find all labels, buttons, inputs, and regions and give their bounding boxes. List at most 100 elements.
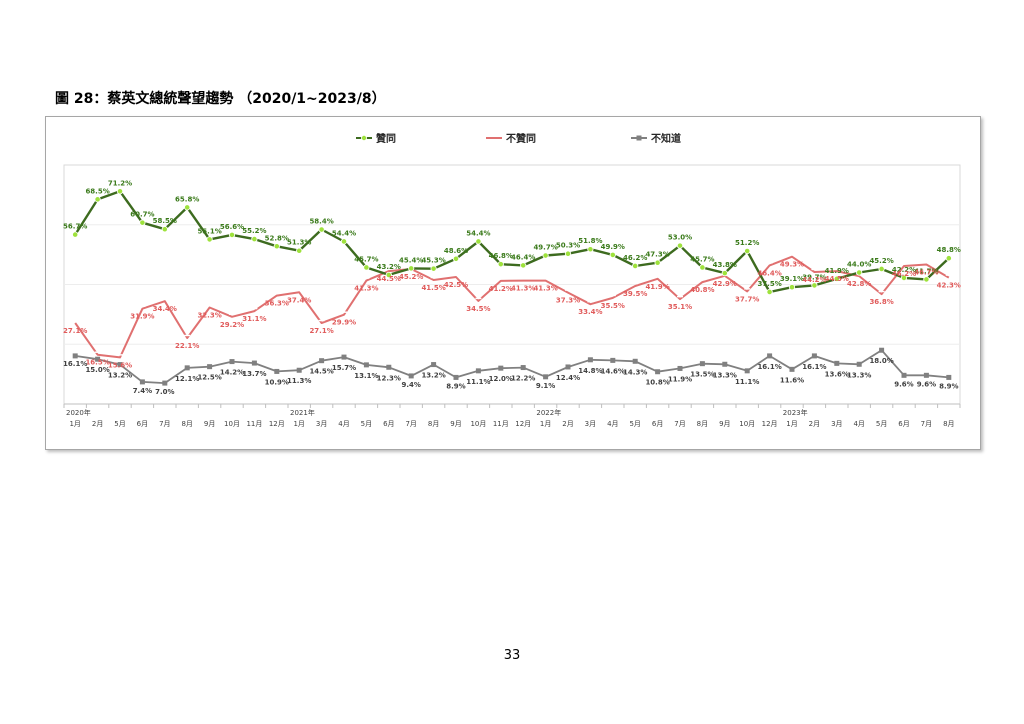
- data-label-disapprove: 42.8%: [847, 280, 871, 288]
- data-label-approve: 52.8%: [265, 234, 289, 242]
- point-unknown: [520, 365, 526, 371]
- data-label-disapprove: 39.5%: [623, 290, 647, 298]
- point-unknown: [789, 366, 795, 372]
- data-label-unknown: 13.6%: [825, 370, 849, 378]
- data-label-approve: 37.5%: [757, 280, 781, 288]
- point-unknown: [184, 365, 190, 371]
- data-label-unknown: 8.9%: [939, 382, 958, 390]
- point-unknown: [95, 356, 101, 362]
- data-label-disapprove: 45.2%: [399, 273, 423, 281]
- data-label-approve: 51.2%: [735, 239, 759, 247]
- data-label-approve: 54.4%: [466, 229, 490, 237]
- data-label-unknown: 14.5%: [309, 368, 333, 376]
- point-approve: [676, 242, 684, 249]
- point-approve: [116, 188, 124, 195]
- point-approve: [811, 282, 818, 289]
- x-tick-label: 10月: [224, 420, 240, 428]
- point-unknown: [117, 362, 123, 368]
- point-unknown: [363, 362, 369, 368]
- data-label-unknown: 10.8%: [645, 379, 669, 387]
- legend-marker-unknown: [636, 135, 642, 141]
- data-label-disapprove: 29.9%: [332, 319, 356, 327]
- point-unknown: [408, 373, 414, 379]
- line-chart: 2020年 2021年 2022年 2023年 1月 2月 5月 6月 7月 8月 9月 10月 11月…: [63, 132, 961, 428]
- point-unknown: [139, 379, 145, 385]
- year-label: 2021年: [290, 408, 315, 417]
- data-label-unknown: 13.3%: [713, 371, 737, 379]
- x-tick-label: 4月: [607, 420, 618, 428]
- data-label-approve: 65.8%: [175, 195, 199, 203]
- data-label-approve: 42.2%: [892, 266, 916, 274]
- data-label-approve: 55.1%: [197, 227, 221, 235]
- data-label-unknown: 16.1%: [757, 363, 781, 371]
- data-label-disapprove: 35.1%: [668, 303, 692, 311]
- point-approve: [654, 259, 661, 266]
- data-label-approve: 48.8%: [937, 246, 961, 254]
- data-label-disapprove: 44.5%: [377, 275, 401, 283]
- data-label-unknown: 12.3%: [377, 374, 401, 382]
- point-unknown: [274, 368, 280, 374]
- data-label-unknown: 9.6%: [917, 380, 936, 388]
- point-unknown: [341, 354, 347, 360]
- point-approve: [363, 264, 370, 271]
- point-approve: [609, 251, 616, 259]
- x-tick-label: 9月: [450, 420, 461, 428]
- point-unknown: [632, 358, 638, 364]
- point-approve: [766, 288, 773, 296]
- point-approve: [72, 231, 79, 238]
- data-label-unknown: 13.1%: [354, 372, 378, 380]
- data-label-approve: 39.7%: [802, 273, 826, 281]
- x-tick-label: 8月: [181, 420, 192, 428]
- point-unknown: [767, 353, 773, 359]
- data-label-approve: 47.3%: [645, 251, 669, 259]
- data-label-approve: 46.8%: [489, 252, 513, 260]
- data-label-disapprove: 49.3%: [780, 261, 804, 269]
- data-label-disapprove: 41.2%: [489, 285, 513, 293]
- point-approve: [184, 204, 191, 211]
- data-label-unknown: 11.1%: [466, 378, 490, 386]
- data-label-disapprove: 15.6%: [108, 361, 132, 369]
- data-label-disapprove: 40.8%: [690, 286, 714, 294]
- year-label: 2023年: [783, 408, 808, 417]
- data-label-approve: 54.4%: [332, 229, 356, 237]
- point-unknown: [565, 364, 571, 370]
- data-label-approve: 53.0%: [668, 234, 692, 242]
- data-label-disapprove: 36.3%: [265, 300, 289, 308]
- data-label-unknown: 8.9%: [446, 382, 465, 390]
- data-label-disapprove: 41.9%: [645, 283, 669, 291]
- series-line-disapprove: [74, 255, 950, 359]
- data-label-unknown: 12.4%: [556, 374, 580, 382]
- data-label-approve: 58.4%: [309, 218, 333, 226]
- series-line-unknown: [75, 349, 949, 385]
- legend-label-unknown: 不知道: [651, 132, 681, 145]
- x-tick-label: 2月: [92, 420, 103, 428]
- point-unknown: [475, 368, 481, 374]
- x-tick-label: 10月: [739, 420, 755, 428]
- point-approve: [475, 238, 482, 245]
- data-label-disapprove: 16.5%: [85, 359, 109, 367]
- data-label-unknown: 14.8%: [578, 367, 602, 375]
- x-tick-label: 11月: [493, 420, 509, 428]
- point-unknown: [744, 368, 750, 374]
- point-approve: [632, 262, 639, 270]
- data-label-unknown: 16.1%: [63, 360, 87, 368]
- point-unknown: [498, 365, 504, 371]
- data-label-unknown: 10.9%: [265, 378, 289, 386]
- data-label-disapprove: 41.3%: [533, 285, 557, 293]
- data-label-approve: 43.8%: [713, 261, 737, 269]
- legend-label-approve: 贊同: [376, 132, 396, 145]
- x-tick-label: 6月: [898, 420, 909, 428]
- point-unknown: [386, 364, 392, 370]
- point-approve: [945, 255, 952, 262]
- x-tick-label: 12月: [515, 420, 531, 428]
- data-label-approve: 56.7%: [63, 223, 87, 231]
- data-label-approve: 45.7%: [354, 255, 378, 263]
- point-unknown: [162, 380, 168, 386]
- year-label: 2022年: [536, 408, 561, 417]
- data-label-unknown: 14.3%: [623, 368, 647, 376]
- x-tick-label: 4月: [338, 420, 349, 428]
- point-approve: [744, 247, 751, 255]
- point-unknown: [251, 360, 257, 366]
- x-tick-label: 1月: [540, 420, 551, 428]
- data-label-disapprove: 46.7%: [914, 268, 938, 276]
